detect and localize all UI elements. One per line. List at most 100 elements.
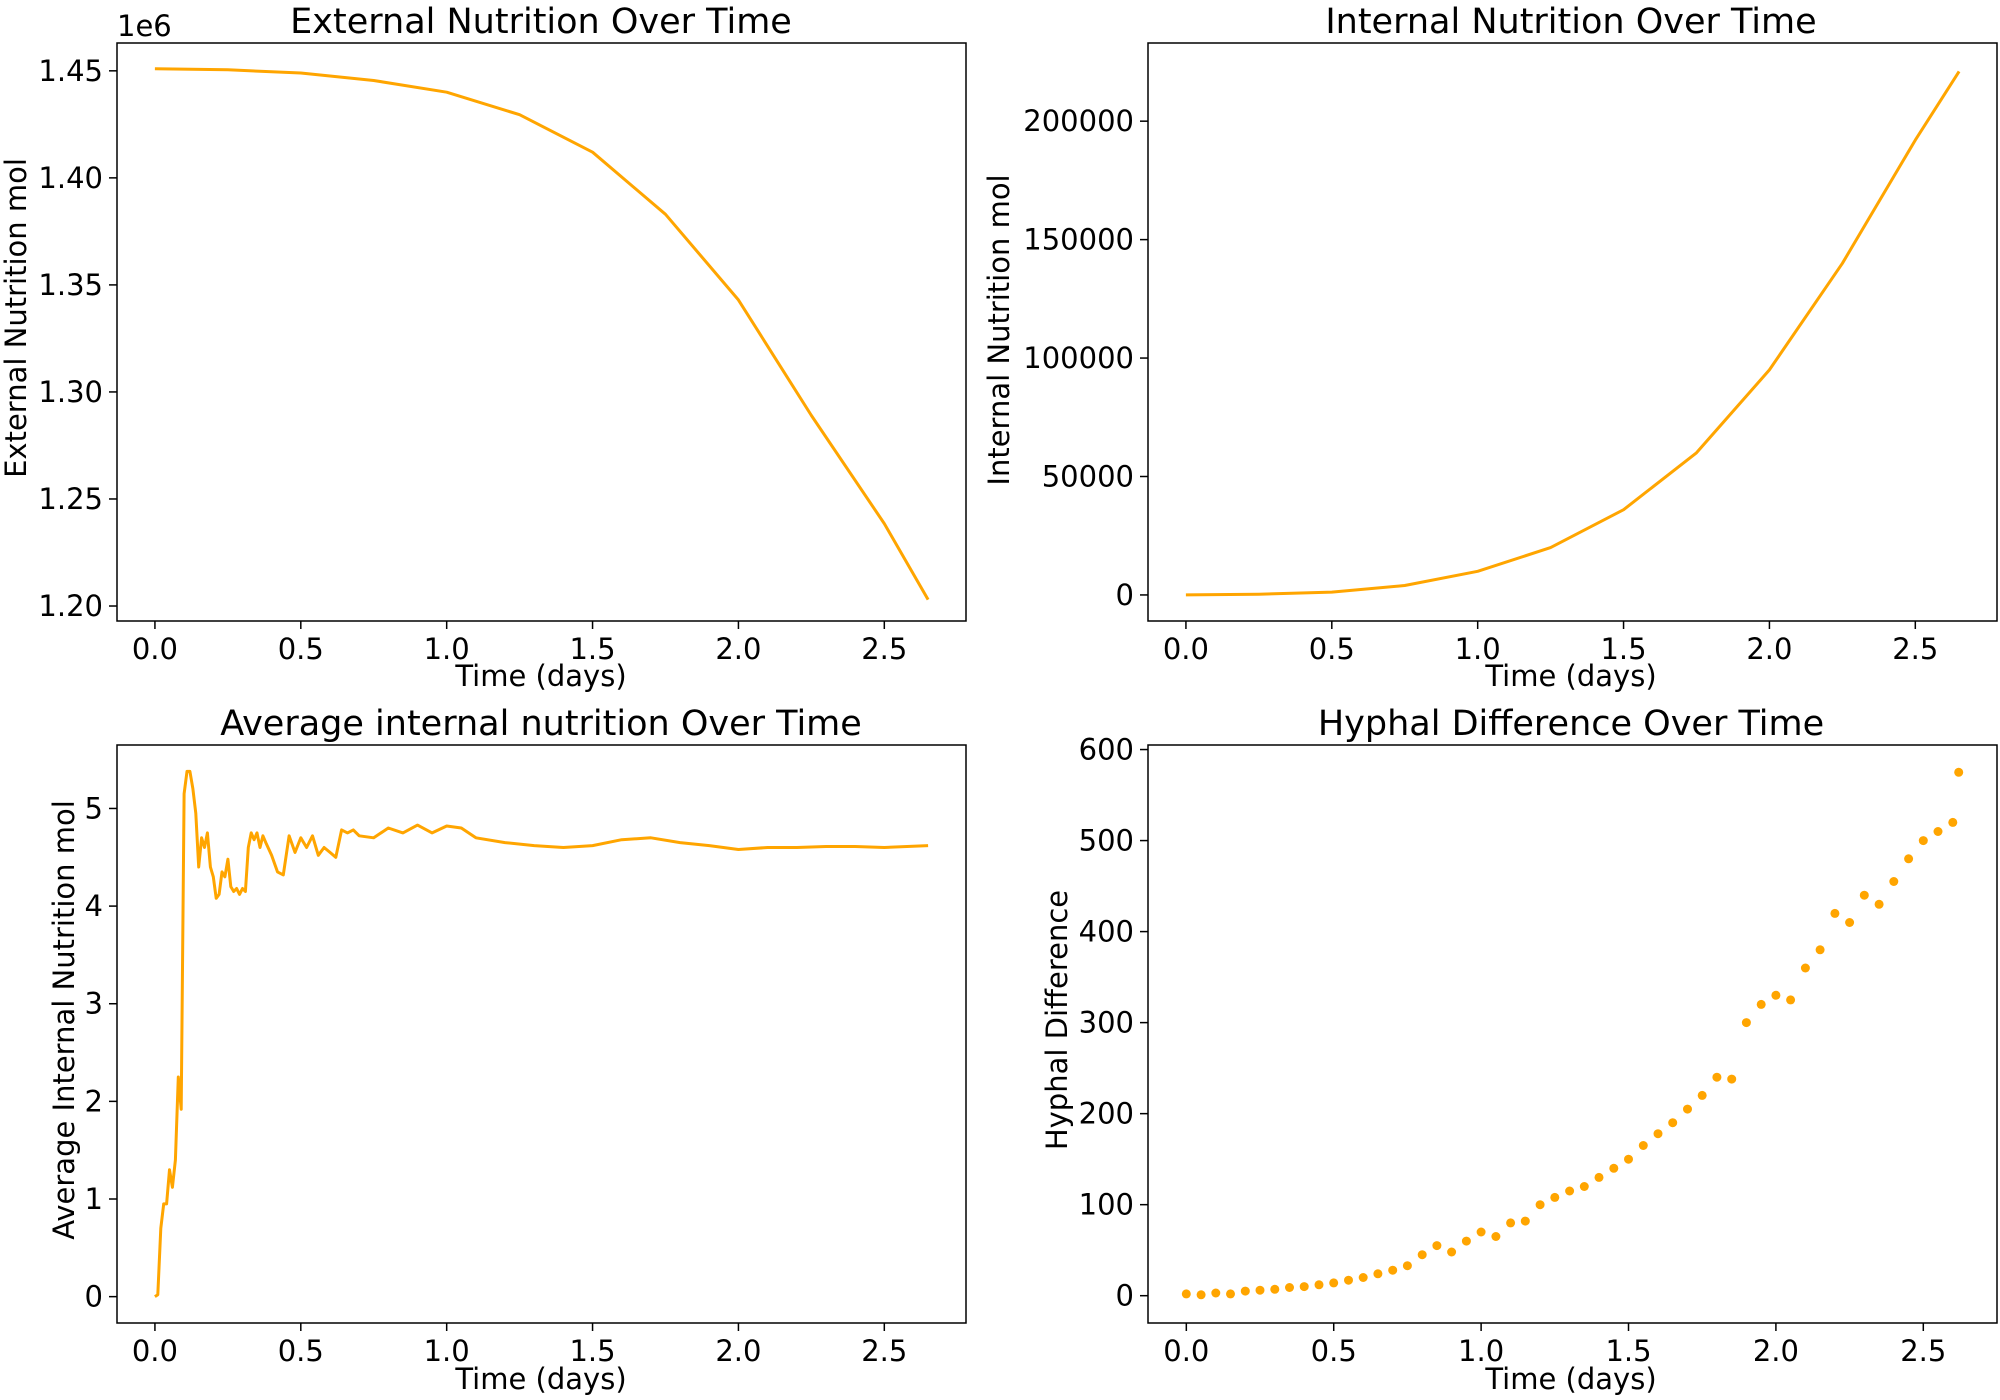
data-point <box>1830 908 1840 918</box>
y-tick-label: 4 <box>85 889 103 923</box>
chart-title: Hyphal Difference Over Time <box>1318 704 1824 744</box>
x-tick-label: 2.5 <box>861 1334 907 1368</box>
data-point <box>1594 1172 1604 1182</box>
x-tick-label: 2.0 <box>1746 632 1792 666</box>
y-axis-label: Internal Nutrition mol <box>982 174 1016 485</box>
internal-nutrition-chart: Internal Nutrition Over Time Time (days)… <box>982 2 1998 693</box>
data-point <box>1373 1269 1383 1279</box>
data-point <box>1329 1278 1339 1288</box>
x-tick-label: 0.0 <box>132 632 178 666</box>
y-tick-label: 500 <box>1079 824 1134 858</box>
x-tick-label: 2.5 <box>1900 1334 1946 1368</box>
x-tick-label: 0.0 <box>132 1334 178 1368</box>
y-tick-label: 1 <box>85 1182 103 1216</box>
plot-frame <box>116 42 967 622</box>
data-point <box>1476 1227 1486 1237</box>
y-axis-label: External Nutrition mol <box>0 158 33 478</box>
data-point <box>1358 1273 1368 1282</box>
series-line <box>1185 70 1961 597</box>
y-tick-label: 1.20 <box>38 589 103 623</box>
data-point <box>1432 1241 1442 1251</box>
data-point <box>1181 1289 1191 1299</box>
plot-frame <box>1147 42 1998 622</box>
data-point <box>1668 1118 1678 1128</box>
y-tick-label: 1.25 <box>38 482 103 516</box>
data-point <box>1786 995 1796 1005</box>
data-point <box>1417 1250 1427 1260</box>
x-tick-label: 1.0 <box>1458 1334 1504 1368</box>
data-point <box>1712 1072 1722 1082</box>
y-tick-label: 100000 <box>1023 341 1134 375</box>
y-tick-label: 200 <box>1079 1097 1134 1131</box>
data-point <box>1579 1182 1589 1191</box>
plot-frame <box>1147 744 1998 1324</box>
x-tick-label: 1.5 <box>569 632 615 666</box>
x-tick-label: 0.5 <box>1311 1334 1357 1368</box>
y-tick-label: 200000 <box>1023 104 1134 138</box>
data-point <box>1845 918 1855 927</box>
data-point <box>1240 1286 1250 1296</box>
y-tick-label: 0 <box>1116 578 1134 612</box>
data-point <box>1815 945 1825 955</box>
data-point <box>1255 1285 1265 1295</box>
data-point <box>1889 877 1899 886</box>
x-tick-label: 0.5 <box>1309 632 1355 666</box>
y-tick-label: 1.45 <box>38 54 103 88</box>
data-point <box>1461 1236 1471 1246</box>
data-point <box>1196 1290 1206 1300</box>
x-tick-label: 1.0 <box>424 1334 470 1368</box>
x-axis-label: Time (days) <box>1484 1362 1656 1396</box>
y-axis-label: Hyphal Difference <box>1040 890 1074 1150</box>
x-axis-label: Time (days) <box>454 1362 626 1396</box>
data-point <box>1285 1283 1294 1292</box>
x-tick-label: 0.5 <box>278 1334 324 1368</box>
x-tick-label: 2.0 <box>1753 1334 1799 1368</box>
y-tick-label: 3 <box>85 987 103 1021</box>
chart-title: Internal Nutrition Over Time <box>1325 2 1816 42</box>
data-point <box>1948 817 1958 827</box>
data-point <box>1800 963 1810 973</box>
hyphal-difference-chart: Hyphal Difference Over Time Time (days) … <box>1040 704 1998 1396</box>
external-nutrition-chart: External Nutrition Over Time 1e6 Time (d… <box>0 2 967 693</box>
data-point <box>1402 1261 1412 1271</box>
data-point <box>1638 1141 1648 1150</box>
data-point <box>1653 1129 1663 1139</box>
data-point <box>1756 999 1766 1009</box>
series-line <box>154 67 930 601</box>
data-point <box>1550 1192 1560 1202</box>
data-point <box>1683 1104 1692 1114</box>
y-tick-label: 150000 <box>1023 223 1134 257</box>
x-tick-label: 1.5 <box>1600 632 1646 666</box>
x-tick-label: 0.0 <box>1163 1334 1209 1368</box>
y-tick-label: 400 <box>1079 915 1134 949</box>
data-point <box>1388 1265 1398 1275</box>
x-tick-label: 2.5 <box>1892 632 1938 666</box>
y-tick-label: 1.40 <box>38 161 103 195</box>
x-tick-label: 1.0 <box>424 632 470 666</box>
data-point <box>1918 836 1928 846</box>
data-point <box>1624 1154 1633 1164</box>
data-point <box>1344 1275 1353 1285</box>
chart-title: Average internal nutrition Over Time <box>220 704 862 744</box>
x-tick-label: 1.5 <box>1605 1334 1651 1368</box>
data-point <box>1299 1282 1309 1292</box>
x-tick-label: 2.0 <box>715 632 761 666</box>
data-point <box>1933 827 1943 836</box>
data-point <box>1506 1218 1516 1228</box>
y-offset-label: 1e6 <box>117 9 172 43</box>
data-point <box>1226 1289 1235 1299</box>
x-tick-label: 1.0 <box>1455 632 1501 666</box>
x-tick-label: 2.5 <box>861 632 907 666</box>
data-point <box>1270 1284 1280 1294</box>
series-line <box>154 769 929 1298</box>
y-tick-label: 0 <box>85 1280 103 1314</box>
data-point <box>1491 1232 1501 1241</box>
x-tick-label: 0.0 <box>1163 632 1209 666</box>
y-tick-label: 1.30 <box>38 375 103 409</box>
data-point <box>1609 1163 1619 1173</box>
y-tick-label: 100 <box>1079 1188 1134 1222</box>
data-point <box>1565 1186 1575 1196</box>
y-tick-label: 600 <box>1079 733 1134 767</box>
y-tick-label: 0 <box>1116 1279 1134 1313</box>
